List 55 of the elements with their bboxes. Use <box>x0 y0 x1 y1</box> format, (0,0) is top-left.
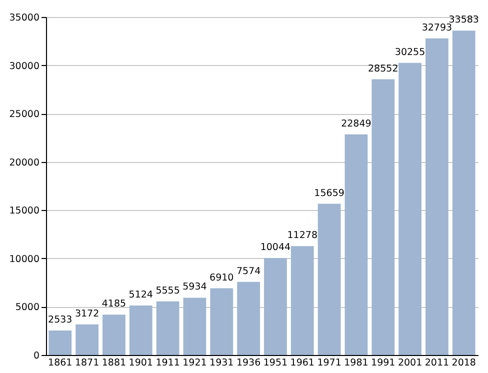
x-tick-label: 1951 <box>263 358 288 368</box>
x-tick-label: 1971 <box>317 358 342 368</box>
x-tick-label: 1881 <box>102 358 126 368</box>
bar <box>210 288 234 355</box>
x-tick-label: 1921 <box>182 358 207 368</box>
data-label: 3172 <box>74 308 100 320</box>
x-tick-label: 2011 <box>424 358 450 368</box>
data-label: 7574 <box>236 266 261 277</box>
y-tick-label: 15000 <box>9 206 40 217</box>
bar <box>398 62 422 355</box>
bar <box>156 301 180 355</box>
data-label: 5124 <box>128 290 153 301</box>
bar <box>129 306 152 355</box>
x-tick-label: 1961 <box>290 358 314 368</box>
y-tick-label: 5000 <box>15 302 40 314</box>
bar <box>290 246 314 355</box>
bar <box>102 314 126 355</box>
data-label: 28552 <box>368 63 398 74</box>
bar <box>48 330 72 355</box>
data-label: 5555 <box>156 285 180 296</box>
data-label: 2533 <box>48 314 72 326</box>
x-tick-label: 1861 <box>48 358 72 368</box>
data-label: 11278 <box>287 230 318 242</box>
data-label: 4185 <box>102 298 126 310</box>
x-tick-label: 1991 <box>371 358 396 368</box>
data-label: 30255 <box>394 46 426 58</box>
bar <box>452 30 476 355</box>
bar <box>318 204 341 355</box>
bar <box>426 38 448 355</box>
data-label: 32793 <box>422 22 452 34</box>
bar <box>344 134 368 355</box>
x-tick-label: 1936 <box>236 358 261 368</box>
x-tick-label: 1931 <box>210 358 234 368</box>
y-tick-label: 30000 <box>9 60 40 72</box>
bar <box>237 282 260 355</box>
x-tick-label: 1901 <box>128 358 153 368</box>
bar <box>76 324 98 355</box>
x-tick-label: 1981 <box>344 358 368 368</box>
y-tick-label: 25000 <box>9 109 40 120</box>
x-tick-label: 2001 <box>398 358 422 368</box>
y-tick-label: 10000 <box>9 254 40 265</box>
bar <box>183 298 206 355</box>
data-label: 22849 <box>341 118 372 130</box>
y-tick-label: 35000 <box>9 12 40 24</box>
y-tick-label: 0 <box>33 350 40 362</box>
bar <box>372 79 395 355</box>
y-tick-label: 20000 <box>9 157 40 168</box>
x-tick-label: 1871 <box>74 358 100 368</box>
data-label: 10044 <box>260 242 291 254</box>
data-label: 5934 <box>182 282 207 293</box>
bar <box>264 258 287 355</box>
x-tick-label: 1911 <box>156 358 180 368</box>
x-tick-label: 2018 <box>452 358 476 368</box>
data-label: 6910 <box>210 272 234 284</box>
data-label: 15659 <box>314 188 344 199</box>
